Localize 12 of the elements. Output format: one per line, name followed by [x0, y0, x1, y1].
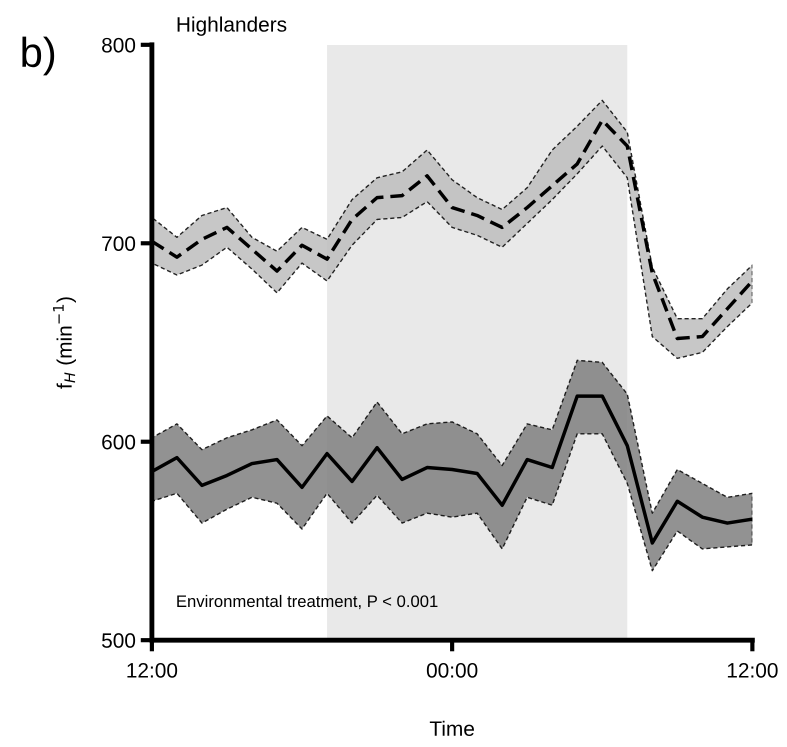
annotation: Environmental treatment, P < 0.001 — [177, 594, 438, 610]
y-tick-label: 800 — [102, 38, 136, 53]
y-tick-label: 500 — [102, 633, 136, 648]
y-tick-label: 600 — [102, 434, 136, 450]
chart-title: Highlanders — [178, 16, 286, 36]
y-tick-label: 700 — [102, 236, 136, 252]
x-tick-label: 12:00 — [728, 662, 778, 678]
x-tick-label: 12:00 — [127, 662, 178, 678]
y-axis-title: f$_{H}$ (min$^{−1}$) — [53, 297, 76, 389]
x-tick-label: 00:00 — [426, 662, 478, 678]
x-axis-title: Time — [430, 720, 474, 736]
text: b) — [22, 36, 54, 76]
